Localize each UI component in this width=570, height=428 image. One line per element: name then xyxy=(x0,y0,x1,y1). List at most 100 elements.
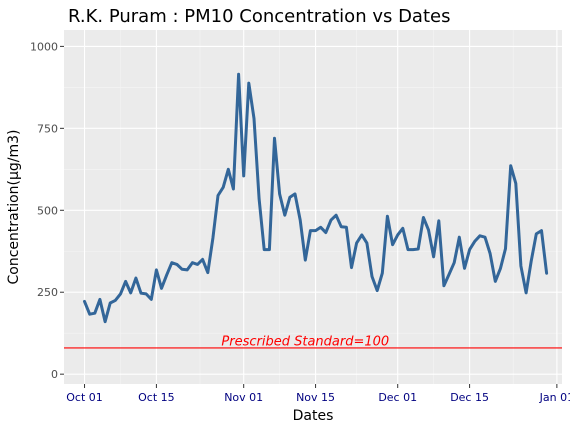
data-point xyxy=(335,214,337,216)
y-tick-label: 750 xyxy=(37,122,58,135)
x-tick-label: Jan 01 xyxy=(539,391,570,404)
data-point xyxy=(212,237,214,239)
data-point xyxy=(407,249,409,251)
data-point xyxy=(494,280,496,283)
data-point xyxy=(222,186,224,188)
data-point xyxy=(453,262,455,264)
series-layer xyxy=(83,72,549,324)
data-point xyxy=(279,193,281,195)
data-point xyxy=(207,271,209,274)
data-point xyxy=(94,312,96,314)
data-point xyxy=(499,268,501,270)
y-tick-label: 250 xyxy=(37,286,58,299)
data-point xyxy=(371,275,373,278)
data-point xyxy=(294,193,296,195)
data-point xyxy=(510,165,512,167)
plot-panel xyxy=(64,30,562,384)
data-point xyxy=(330,219,332,221)
data-point xyxy=(217,194,219,197)
chart-title: R.K. Puram : PM10 Concentration vs Dates xyxy=(68,6,450,27)
data-point xyxy=(448,273,450,275)
data-point xyxy=(489,252,491,255)
data-point xyxy=(155,269,158,271)
data-point xyxy=(458,236,460,238)
data-point xyxy=(525,292,527,294)
data-point xyxy=(258,198,260,200)
data-point xyxy=(479,235,481,237)
data-point xyxy=(361,234,363,236)
data-point xyxy=(227,168,229,170)
data-point xyxy=(273,137,276,139)
data-point xyxy=(535,233,537,235)
data-point xyxy=(376,289,378,292)
data-point xyxy=(89,313,91,315)
data-point xyxy=(345,226,347,228)
data-point xyxy=(289,196,291,198)
data-point xyxy=(191,262,193,264)
data-point xyxy=(412,249,414,251)
data-point xyxy=(530,260,532,262)
data-point xyxy=(438,220,440,222)
data-point xyxy=(320,226,322,228)
data-point xyxy=(232,188,235,190)
data-point xyxy=(422,216,424,219)
x-tick-label: Nov 01 xyxy=(224,391,263,404)
data-point xyxy=(253,117,255,120)
data-point xyxy=(135,277,137,279)
data-point xyxy=(356,242,358,244)
data-point xyxy=(463,267,466,269)
data-point xyxy=(109,302,111,304)
data-point xyxy=(140,292,142,294)
x-tick-label: Oct 15 xyxy=(138,391,175,404)
data-point xyxy=(366,242,368,244)
reference-layer: Prescribed Standard=100 xyxy=(64,334,562,349)
data-point xyxy=(248,82,250,84)
prescribed-standard-label: Prescribed Standard=100 xyxy=(221,334,389,349)
data-point xyxy=(268,249,270,251)
data-point xyxy=(433,256,435,258)
x-tick-label: Dec 01 xyxy=(378,391,417,404)
y-tick-label: 500 xyxy=(37,204,58,217)
data-point xyxy=(350,267,353,269)
x-axis-title: Dates xyxy=(293,408,334,424)
data-point xyxy=(150,298,152,301)
data-point xyxy=(427,229,430,231)
data-point xyxy=(284,214,286,216)
y-axis-title: Concentration(µg/m3) xyxy=(6,129,22,284)
data-point xyxy=(299,219,301,221)
data-point xyxy=(397,234,399,236)
data-point xyxy=(243,175,245,177)
data-point xyxy=(130,292,132,294)
data-point xyxy=(114,299,116,302)
data-point xyxy=(166,274,168,276)
data-point xyxy=(314,230,317,232)
data-point xyxy=(468,249,471,251)
data-point xyxy=(83,300,86,302)
data-point xyxy=(474,240,476,243)
x-tick-label: Nov 15 xyxy=(296,391,335,404)
x-axis-ticks: Oct 01 Oct 15 Nov 01 Nov 15 Dec 01 Dec 15 Jan … xyxy=(66,384,570,404)
data-point xyxy=(237,73,240,75)
data-point xyxy=(104,321,106,323)
data-point xyxy=(202,258,204,261)
data-point xyxy=(196,263,199,265)
grid-lines xyxy=(64,30,562,384)
x-tick-label: Oct 01 xyxy=(66,391,103,404)
data-point xyxy=(145,293,147,295)
data-point xyxy=(515,182,517,184)
x-tick-label: Dec 15 xyxy=(450,391,489,404)
data-point xyxy=(186,269,188,271)
data-point xyxy=(263,249,265,251)
data-point xyxy=(417,248,419,250)
y-tick-label: 0 xyxy=(51,368,58,381)
data-point xyxy=(484,236,486,238)
data-point xyxy=(381,272,383,274)
data-point xyxy=(325,231,327,234)
data-point xyxy=(540,230,543,232)
data-point xyxy=(545,272,548,274)
data-point xyxy=(181,268,183,270)
data-point xyxy=(119,293,122,295)
data-point xyxy=(402,227,404,229)
data-point xyxy=(160,287,163,289)
